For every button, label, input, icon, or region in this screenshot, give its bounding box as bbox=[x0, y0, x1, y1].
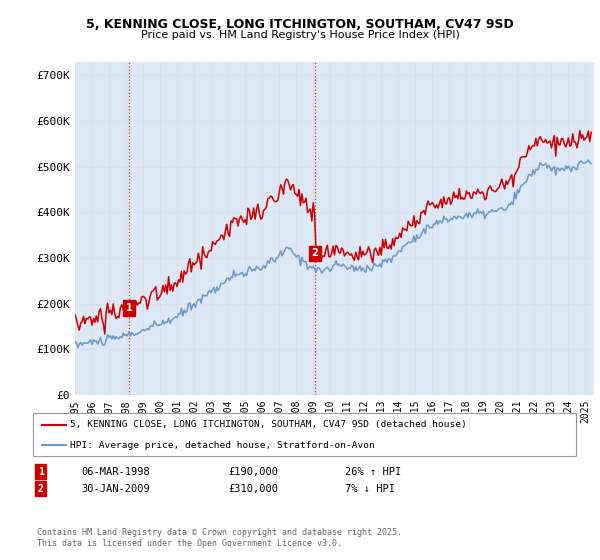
Text: 1: 1 bbox=[125, 303, 132, 313]
Text: 5, KENNING CLOSE, LONG ITCHINGTON, SOUTHAM, CV47 9SD (detached house): 5, KENNING CLOSE, LONG ITCHINGTON, SOUTH… bbox=[70, 421, 467, 430]
Text: 2: 2 bbox=[311, 248, 318, 258]
Text: 06-MAR-1998: 06-MAR-1998 bbox=[81, 466, 150, 477]
Text: £310,000: £310,000 bbox=[228, 484, 278, 494]
Text: HPI: Average price, detached house, Stratford-on-Avon: HPI: Average price, detached house, Stra… bbox=[70, 441, 375, 450]
Text: 5, KENNING CLOSE, LONG ITCHINGTON, SOUTHAM, CV47 9SD: 5, KENNING CLOSE, LONG ITCHINGTON, SOUTH… bbox=[86, 18, 514, 31]
Text: 1: 1 bbox=[38, 466, 44, 477]
Text: 30-JAN-2009: 30-JAN-2009 bbox=[81, 484, 150, 494]
Text: Price paid vs. HM Land Registry's House Price Index (HPI): Price paid vs. HM Land Registry's House … bbox=[140, 30, 460, 40]
Text: £190,000: £190,000 bbox=[228, 466, 278, 477]
Text: 2: 2 bbox=[38, 484, 44, 494]
Text: Contains HM Land Registry data © Crown copyright and database right 2025.
This d: Contains HM Land Registry data © Crown c… bbox=[37, 528, 402, 548]
Text: 7% ↓ HPI: 7% ↓ HPI bbox=[345, 484, 395, 494]
Text: 26% ↑ HPI: 26% ↑ HPI bbox=[345, 466, 401, 477]
